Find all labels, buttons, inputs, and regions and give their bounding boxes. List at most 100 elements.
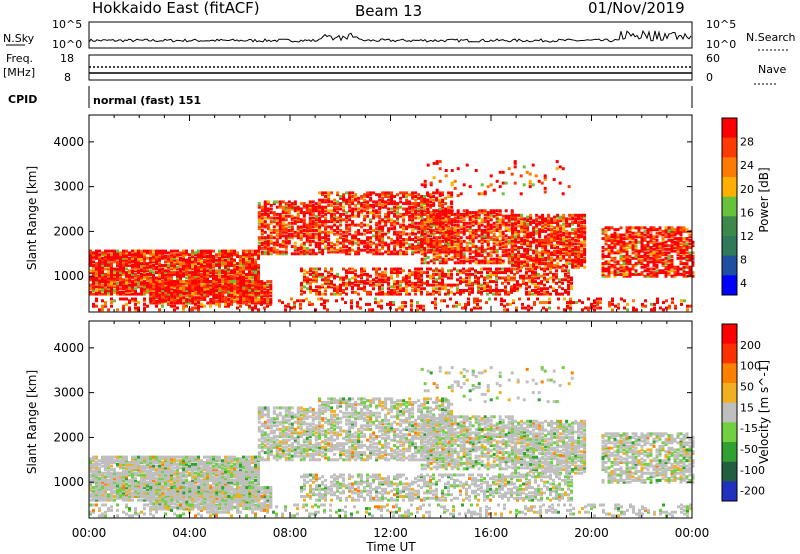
heatmap-cell	[357, 200, 361, 204]
noise-right-tick-top: 10^5	[706, 18, 736, 31]
heatmap-cell	[628, 228, 632, 232]
heatmap-cell	[628, 235, 632, 239]
heatmap-cell	[312, 280, 315, 284]
heatmap-cell	[372, 212, 376, 216]
heatmap-cell	[92, 260, 95, 264]
heatmap-cell	[625, 256, 629, 260]
heatmap-cell	[526, 226, 530, 230]
heatmap-cell	[676, 229, 680, 233]
heatmap-cell	[411, 225, 415, 229]
heatmap-cell	[227, 299, 231, 303]
heatmap-cell	[480, 274, 483, 278]
heatmap-cell	[266, 283, 270, 287]
heatmap-cell	[655, 247, 659, 251]
heatmap-cell	[182, 271, 185, 275]
heatmap-cell	[131, 260, 134, 264]
heatmap-cell	[556, 213, 560, 217]
heatmap-cell	[191, 267, 194, 271]
heatmap-cell	[209, 265, 212, 269]
heatmap-cell	[194, 280, 198, 284]
heatmap-cell	[447, 269, 450, 273]
heatmap-cell	[131, 256, 134, 260]
heatmap-cell	[498, 209, 502, 213]
heatmap-cell	[387, 245, 391, 249]
heatmap-cell	[257, 249, 260, 253]
heatmap-cell	[429, 211, 433, 215]
heatmap-cell	[495, 257, 499, 261]
heatmap-cell	[149, 292, 153, 296]
heatmap-cell	[574, 228, 578, 232]
heatmap-cell	[556, 219, 560, 223]
heatmap-cell	[269, 290, 273, 294]
heatmap-cell	[324, 198, 328, 202]
heatmap-cell	[251, 263, 254, 267]
heatmap-cell	[444, 261, 448, 265]
heatmap-cell	[161, 256, 164, 260]
heatmap-cell	[161, 269, 164, 273]
heatmap-cell	[411, 191, 415, 195]
heatmap-cell	[381, 290, 384, 294]
heatmap-cell	[89, 285, 92, 289]
heatmap-cell	[535, 238, 539, 242]
heatmap-cell	[655, 244, 659, 248]
heatmap-cell	[420, 234, 424, 238]
heatmap-cell	[384, 203, 388, 207]
heatmap-cell	[176, 258, 179, 262]
heatmap-cell	[209, 249, 212, 253]
heatmap-cell	[628, 274, 632, 278]
heatmap-cell	[447, 230, 451, 234]
heatmap-cell	[559, 228, 563, 232]
heatmap-cell	[104, 287, 107, 291]
heatmap-cell	[122, 271, 125, 275]
heatmap-cell	[315, 278, 318, 282]
heatmap-cell	[489, 218, 493, 222]
heatmap-cell	[447, 276, 450, 280]
heatmap-cell	[212, 263, 215, 267]
heatmap-cell	[122, 272, 125, 276]
heatmap-cell	[345, 287, 348, 291]
heatmap-cell	[315, 290, 318, 294]
heatmap-cell	[411, 193, 415, 197]
heatmap-cell	[420, 290, 423, 294]
heatmap-cell	[381, 218, 385, 222]
heatmap-cell	[574, 265, 578, 269]
heatmap-cell	[236, 267, 239, 271]
heatmap-cell	[553, 237, 557, 241]
heatmap-cell	[682, 240, 686, 244]
heatmap-cell	[95, 263, 98, 267]
heatmap-cell	[182, 269, 185, 273]
heatmap-cell	[309, 287, 312, 291]
heatmap-cell	[230, 280, 234, 284]
heatmap-cell	[110, 263, 113, 267]
heatmap-cell	[550, 219, 554, 223]
heatmap-cell	[185, 281, 189, 285]
heatmap-cell	[411, 252, 415, 256]
heatmap-cell	[435, 239, 439, 243]
heatmap-cell	[381, 280, 384, 284]
heatmap-cell	[679, 228, 683, 232]
heatmap-cell	[529, 242, 533, 246]
heatmap-cell	[194, 274, 197, 278]
heatmap-cell	[134, 280, 137, 284]
heatmap-cell	[248, 287, 251, 291]
heatmap-cell	[517, 237, 521, 241]
heatmap-cell	[167, 274, 170, 278]
heatmap-cell	[453, 254, 457, 258]
heatmap-cell	[577, 251, 581, 255]
heatmap-cell	[281, 221, 285, 225]
heatmap-cell	[616, 251, 620, 255]
heatmap-cell	[110, 289, 113, 292]
heatmap-cell	[559, 265, 563, 269]
heatmap-cell	[239, 296, 243, 300]
heatmap-cell	[287, 211, 291, 215]
heatmap-cell	[263, 225, 267, 229]
heatmap-cell	[468, 276, 471, 280]
heatmap-cell	[384, 280, 387, 284]
heatmap-cell	[236, 278, 239, 282]
heatmap-cell	[420, 259, 424, 263]
heatmap-cell	[562, 263, 566, 267]
heatmap-cell	[562, 249, 566, 253]
heatmap-cell	[685, 246, 689, 249]
heatmap-cell	[107, 249, 110, 253]
heatmap-cell	[152, 271, 155, 275]
